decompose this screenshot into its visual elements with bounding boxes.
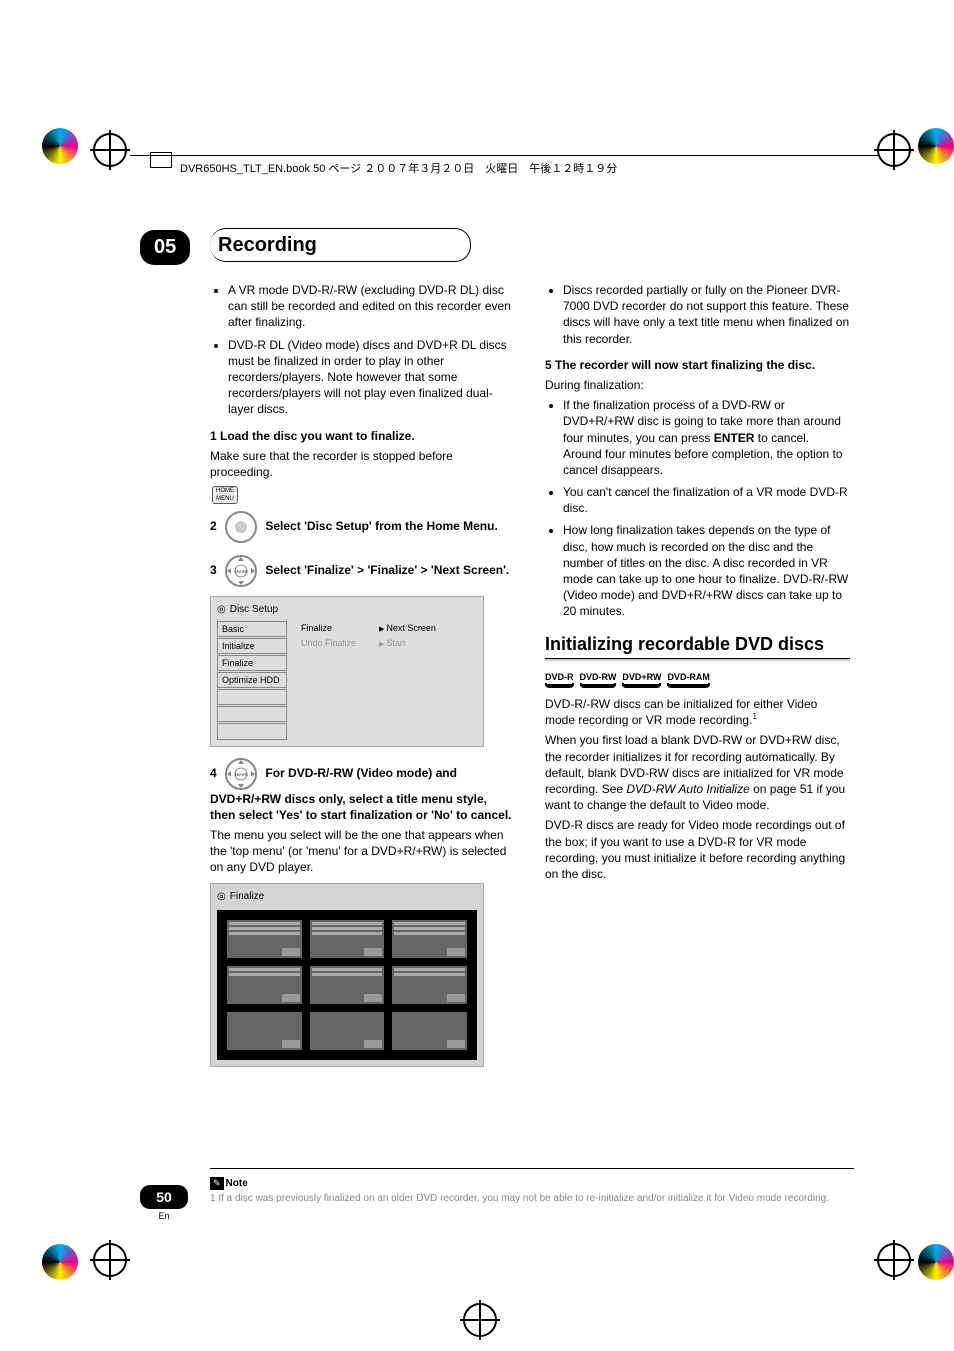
init-p1: DVD-R/-RW discs can be initialized for e… — [545, 696, 850, 728]
svg-text:ENTER: ENTER — [234, 569, 248, 574]
step-text: Select 'Disc Setup' from the Home Menu. — [265, 519, 497, 533]
scroll-wheel-icon — [224, 510, 258, 544]
theme-thumbnails — [217, 910, 477, 1060]
page: DVR650HS_TLT_EN.book 50 ページ ２００７年３月２０日 火… — [0, 0, 954, 1351]
disc-setup-left-col: Basic Initialize Finalize Optimize HDD — [217, 621, 287, 740]
theme-thumb — [310, 1012, 385, 1050]
disc-setup-mid-col: Finalize Undo Finalize — [297, 621, 365, 740]
bullet-item: DVD-R DL (Video mode) discs and DVD+R DL… — [228, 337, 515, 418]
svg-text:ENTER: ENTER — [234, 772, 248, 777]
note-icon: ✎ — [210, 1177, 224, 1190]
theme-thumb — [310, 920, 385, 958]
footnote-text: 1 If a disc was previously finalized on … — [210, 1193, 854, 1204]
disc-badge: DVD-RW — [580, 671, 617, 686]
finalize-screenshot: ◎ Finalize — [210, 883, 484, 1067]
menu-item: Initialize — [217, 638, 287, 654]
disc-type-badges: DVD-R DVD-RW DVD+RW DVD-RAM — [545, 671, 850, 686]
step-number: 3 — [210, 563, 217, 577]
bullet-item: Discs recorded partially or fully on the… — [563, 282, 850, 347]
step-2-row: HOME MENU — [210, 486, 515, 504]
right-column: Discs recorded partially or fully on the… — [545, 278, 850, 1075]
reg-mark-icon — [90, 130, 130, 170]
home-menu-button-icon: HOME MENU — [212, 486, 238, 504]
reg-mark-icon — [874, 130, 914, 170]
reg-mark-icon — [874, 1240, 914, 1280]
step-4-heading: 4 ENTER For DVD-R/-RW (Video mode) and D… — [210, 757, 515, 823]
init-p3: DVD-R discs are ready for Video mode rec… — [545, 817, 850, 882]
section-rule — [545, 658, 850, 661]
reg-mark-icon — [90, 1240, 130, 1280]
step-number: 2 — [210, 519, 217, 533]
disc-badge: DVD+RW — [622, 671, 661, 686]
disc-setup-screenshot: ◎ Disc Setup Basic Initialize Finalize O… — [210, 596, 484, 746]
chapter-title-frame: Recording — [210, 228, 471, 262]
step-5-bullets: If the finalization process of a DVD-RW … — [545, 397, 850, 619]
finalize-title: ◎ Finalize — [217, 890, 477, 904]
color-disc-icon — [918, 1244, 954, 1280]
bullet-item: If the finalization process of a DVD-RW … — [563, 397, 850, 478]
nav-pad-icon: ENTER — [224, 757, 258, 791]
disc-icon: ◎ — [217, 890, 226, 904]
theme-thumb — [310, 966, 385, 1004]
theme-thumb — [227, 920, 302, 958]
menu-item-empty — [217, 706, 287, 722]
page-language: En — [140, 1211, 188, 1221]
step-5-intro: During finalization: — [545, 377, 850, 393]
note-label: Note — [226, 1178, 248, 1189]
intro-bullets: A VR mode DVD-R/-RW (excluding DVD-R DL)… — [210, 282, 515, 418]
section-heading: Initializing recordable DVD discs — [545, 632, 850, 656]
menu-item: Finalize — [217, 655, 287, 671]
header-rule — [130, 155, 879, 156]
menu-item-empty — [217, 723, 287, 739]
menu-item: Finalize — [297, 621, 365, 635]
step-5-heading: 5 The recorder will now start finalizing… — [545, 357, 850, 373]
color-disc-icon — [42, 128, 78, 164]
step-1-body: Make sure that the recorder is stopped b… — [210, 448, 515, 480]
bullet-item: You can't cancel the finalization of a V… — [563, 484, 850, 516]
disc-badge: DVD-RAM — [667, 671, 710, 686]
step-4-body: The menu you select will be the one that… — [210, 827, 515, 876]
disc-badge: DVD-R — [545, 671, 574, 686]
theme-thumb — [227, 966, 302, 1004]
theme-thumb — [392, 1012, 467, 1050]
menu-item-disabled: Undo Finalize — [297, 636, 365, 650]
theme-thumb — [392, 966, 467, 1004]
disc-icon: ◎ — [217, 603, 226, 617]
right-top-bullets: Discs recorded partially or fully on the… — [545, 282, 850, 347]
body-columns: A VR mode DVD-R/-RW (excluding DVD-R DL)… — [210, 278, 850, 1075]
book-icon — [150, 152, 172, 168]
disc-setup-title: ◎ Disc Setup — [217, 603, 477, 617]
step-2-heading: 2 Select 'Disc Setup' from the Home Menu… — [210, 510, 515, 544]
theme-thumb — [392, 920, 467, 958]
menu-item-disabled: Start — [375, 636, 443, 650]
bullet-item: A VR mode DVD-R/-RW (excluding DVD-R DL)… — [228, 282, 515, 331]
chapter-number-badge: 05 — [140, 230, 190, 265]
menu-item: Basic — [217, 621, 287, 637]
nav-pad-icon: ENTER — [224, 554, 258, 588]
step-3-heading: 3 ENTER Select 'Finalize' > 'Finalize' >… — [210, 554, 515, 588]
color-disc-icon — [918, 128, 954, 164]
init-p2: When you first load a blank DVD-RW or DV… — [545, 732, 850, 813]
note-section: ✎Note 1 If a disc was previously finaliz… — [210, 1168, 854, 1204]
menu-item: Optimize HDD — [217, 672, 287, 688]
bullet-item: How long finalization takes depends on t… — [563, 522, 850, 619]
header-text: DVR650HS_TLT_EN.book 50 ページ ２００７年３月２０日 火… — [180, 160, 617, 176]
menu-item: Next Screen — [375, 621, 443, 635]
step-number: 4 — [210, 766, 217, 780]
step-text: Select 'Finalize' > 'Finalize' > 'Next S… — [265, 563, 509, 577]
step-1-heading: 1 Load the disc you want to finalize. — [210, 428, 515, 444]
page-number-box: 50 En — [140, 1185, 188, 1221]
reg-mark-icon — [460, 1300, 500, 1340]
theme-thumb — [227, 1012, 302, 1050]
menu-item-empty — [217, 689, 287, 705]
chapter-title: Recording — [210, 234, 317, 257]
left-column: A VR mode DVD-R/-RW (excluding DVD-R DL)… — [210, 278, 515, 1075]
disc-setup-right-col: Next Screen Start — [375, 621, 443, 740]
page-number: 50 — [140, 1185, 188, 1209]
color-disc-icon — [42, 1244, 78, 1280]
